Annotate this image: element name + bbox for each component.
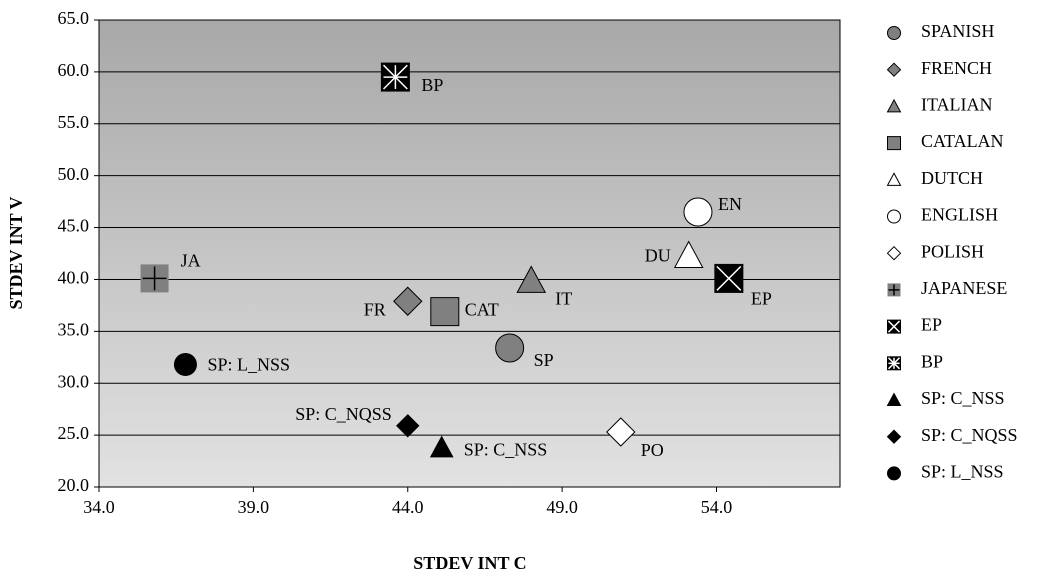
point-glyph — [382, 64, 408, 90]
legend-label: DUTCH — [921, 168, 983, 188]
point-label: FR — [364, 299, 386, 319]
legend-marker — [886, 172, 902, 186]
y-axis-title: STDEV INT V — [6, 196, 26, 309]
y-tick-label: 30.0 — [58, 371, 90, 391]
legend-marker — [886, 98, 902, 113]
legend-label: SP: C_NSS — [921, 388, 1005, 408]
series: JA — [140, 251, 201, 293]
point-label: SP: C_NQSS — [295, 404, 392, 424]
x-tick-label: 44.0 — [392, 497, 424, 517]
point — [393, 286, 423, 316]
y-tick-label: 50.0 — [58, 164, 90, 184]
x-axis-title: STDEV INT C — [413, 553, 526, 573]
legend-label: SP: C_NQSS — [921, 425, 1018, 445]
point-label: EN — [718, 194, 742, 214]
legend-marker — [887, 466, 901, 481]
point-glyph — [887, 320, 901, 333]
point-label: SP — [534, 350, 554, 370]
point-label: DU — [645, 246, 671, 266]
legend-marker — [887, 209, 901, 224]
x-tick-label: 49.0 — [546, 497, 578, 517]
legend-marker — [886, 429, 902, 444]
series: EP — [714, 263, 772, 309]
series: FR — [364, 286, 423, 319]
legend-marker — [886, 62, 902, 77]
y-tick-label: 65.0 — [58, 8, 90, 28]
legend-marker — [886, 392, 902, 407]
series: SP: L_NSS — [173, 353, 290, 377]
point-label: IT — [555, 289, 572, 309]
series: PO — [606, 417, 664, 460]
y-tick-label: 45.0 — [58, 216, 90, 236]
x-tick-label: 54.0 — [701, 497, 733, 517]
legend-label: POLISH — [921, 241, 984, 261]
y-tick-label: 55.0 — [58, 112, 90, 132]
series: SP: C_NQSS — [295, 404, 420, 438]
series: EN — [683, 194, 742, 227]
point — [516, 265, 547, 293]
legend-label: SPANISH — [921, 21, 994, 41]
x-tick-label: 39.0 — [238, 497, 270, 517]
legend-marker — [886, 245, 902, 261]
point — [683, 197, 713, 227]
point — [673, 240, 704, 268]
series: IT — [516, 265, 572, 309]
legend-label: ITALIAN — [921, 95, 993, 115]
point — [495, 333, 525, 363]
legend-marker — [887, 136, 901, 151]
legend-marker — [887, 26, 901, 40]
point — [606, 417, 636, 447]
y-tick-label: 20.0 — [58, 475, 90, 495]
point-label: SP: L_NSS — [207, 355, 290, 375]
y-tick-label: 25.0 — [58, 423, 90, 443]
series: DU — [645, 240, 704, 268]
y-tick-label: 35.0 — [58, 319, 90, 339]
x-tick-label: 34.0 — [83, 497, 115, 517]
series: CAT — [430, 297, 499, 327]
point-label: SP: C_NSS — [464, 440, 548, 460]
legend-label: FRENCH — [921, 58, 992, 78]
point-label: EP — [751, 289, 772, 309]
y-tick-label: 60.0 — [58, 60, 90, 80]
legend-label: EP — [921, 315, 942, 335]
point — [173, 353, 197, 377]
point — [429, 435, 454, 458]
y-tick-label: 40.0 — [58, 268, 90, 288]
legend-label: JAPANESE — [921, 278, 1007, 298]
plot-area — [98, 19, 841, 488]
point-label: JA — [181, 251, 201, 271]
series: SP: C_NSS — [429, 435, 548, 460]
point-glyph — [887, 357, 901, 370]
point — [430, 297, 460, 327]
point-label: PO — [641, 440, 664, 460]
point-glyph — [716, 265, 742, 291]
legend-label: ENGLISH — [921, 205, 998, 225]
legend-label: SP: L_NSS — [921, 462, 1004, 482]
point — [396, 414, 420, 438]
point-label: BP — [421, 75, 443, 95]
series: BP — [380, 62, 443, 95]
legend-label: BP — [921, 351, 943, 371]
series: SP — [495, 333, 554, 370]
legend-label: CATALAN — [921, 131, 1004, 151]
point-label: CAT — [465, 300, 499, 320]
